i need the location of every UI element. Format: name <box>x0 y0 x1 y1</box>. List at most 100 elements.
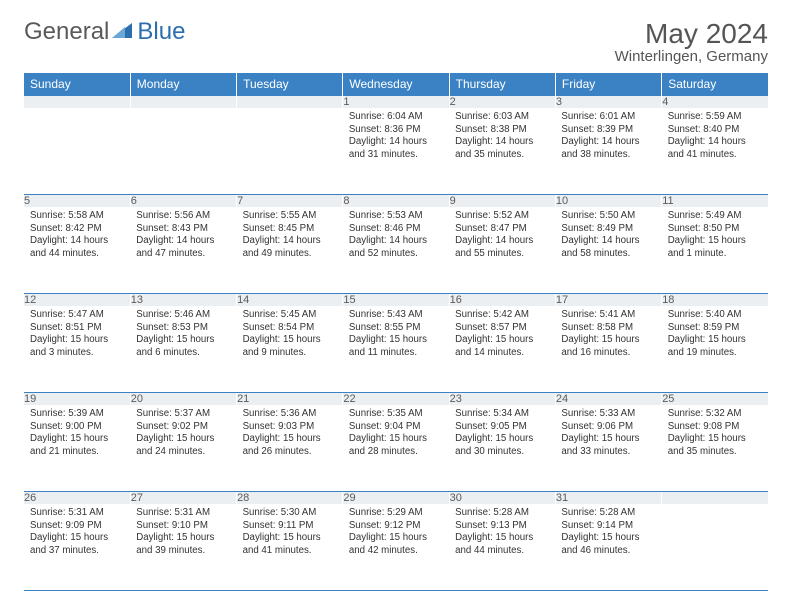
detail-line: Sunset: 9:13 PM <box>455 520 549 533</box>
week-row: Sunrise: 5:39 AMSunset: 9:00 PMDaylight:… <box>24 405 768 492</box>
detail-line: Sunrise: 5:50 AM <box>561 210 655 223</box>
day-header: Monday <box>130 73 236 96</box>
detail-line: Daylight: 15 hours <box>349 532 443 545</box>
detail-line: Daylight: 14 hours <box>30 235 124 248</box>
day-number: 1 <box>343 96 449 109</box>
day-details: Sunrise: 5:34 AMSunset: 9:05 PMDaylight:… <box>449 405 555 462</box>
detail-line: and 9 minutes. <box>243 347 337 360</box>
detail-line: and 35 minutes. <box>668 446 762 459</box>
detail-line: Daylight: 15 hours <box>136 433 230 446</box>
day-details: Sunrise: 5:36 AMSunset: 9:03 PMDaylight:… <box>237 405 343 462</box>
day-cell: Sunrise: 5:45 AMSunset: 8:54 PMDaylight:… <box>237 306 343 393</box>
day-number <box>662 492 768 505</box>
day-cell: Sunrise: 5:28 AMSunset: 9:14 PMDaylight:… <box>555 504 661 591</box>
day-details: Sunrise: 6:01 AMSunset: 8:39 PMDaylight:… <box>555 108 661 165</box>
day-details: Sunrise: 5:55 AMSunset: 8:45 PMDaylight:… <box>237 207 343 264</box>
detail-line: and 41 minutes. <box>243 545 337 558</box>
day-details <box>662 504 768 511</box>
day-number: 30 <box>449 492 555 505</box>
detail-line: Sunset: 8:57 PM <box>455 322 549 335</box>
detail-line: Sunset: 9:09 PM <box>30 520 124 533</box>
detail-line: and 39 minutes. <box>136 545 230 558</box>
week-row: Sunrise: 5:31 AMSunset: 9:09 PM Daylight:… <box>24 504 768 591</box>
day-details: Sunrise: 5:37 AMSunset: 9:02 PMDaylight:… <box>130 405 236 462</box>
detail-line: Sunset: 9:05 PM <box>455 421 549 434</box>
calendar-page: General Blue May 2024 Winterlingen, Germ… <box>0 0 792 609</box>
detail-line: and 46 minutes. <box>561 545 655 558</box>
day-header: Tuesday <box>237 73 343 96</box>
day-number: 17 <box>555 294 661 307</box>
detail-line: Sunset: 8:59 PM <box>668 322 762 335</box>
detail-line: Daylight: 15 hours <box>136 334 230 347</box>
day-details: Sunrise: 5:49 AMSunset: 8:50 PMDaylight:… <box>662 207 768 264</box>
day-cell: Sunrise: 6:01 AMSunset: 8:39 PMDaylight:… <box>555 108 661 195</box>
day-cell: Sunrise: 5:28 AMSunset: 9:13 PMDaylight:… <box>449 504 555 591</box>
day-number <box>24 96 130 109</box>
day-details: Sunrise: 5:41 AMSunset: 8:58 PMDaylight:… <box>555 306 661 363</box>
location-label: Winterlingen, Germany <box>615 48 768 65</box>
detail-line: and 14 minutes. <box>455 347 549 360</box>
day-number: 28 <box>237 492 343 505</box>
day-details: Sunrise: 5:30 AMSunset: 9:11 PMDaylight:… <box>237 504 343 561</box>
month-title: May 2024 <box>615 18 768 50</box>
detail-line: Sunset: 8:43 PM <box>136 223 230 236</box>
day-details: Sunrise: 5:29 AMSunset: 9:12 PMDaylight:… <box>343 504 449 561</box>
detail-line: Daylight: 15 hours <box>349 433 443 446</box>
day-cell: Sunrise: 5:31 AMSunset: 9:10 PMDaylight:… <box>130 504 236 591</box>
day-number: 16 <box>449 294 555 307</box>
detail-line: Sunset: 9:12 PM <box>349 520 443 533</box>
detail-line: Sunset: 8:45 PM <box>243 223 337 236</box>
detail-line: Sunrise: 5:46 AM <box>136 309 230 322</box>
detail-line: and 24 minutes. <box>136 446 230 459</box>
day-number: 24 <box>555 393 661 406</box>
day-number: 8 <box>343 195 449 208</box>
day-cell: Sunrise: 5:37 AMSunset: 9:02 PMDaylight:… <box>130 405 236 492</box>
header: General Blue May 2024 Winterlingen, Germ… <box>24 18 768 65</box>
detail-line: Sunset: 8:50 PM <box>668 223 762 236</box>
day-number: 10 <box>555 195 661 208</box>
day-cell: Sunrise: 5:49 AMSunset: 8:50 PMDaylight:… <box>662 207 768 294</box>
detail-line: Daylight: 15 hours <box>455 334 549 347</box>
day-cell <box>24 108 130 195</box>
day-number: 9 <box>449 195 555 208</box>
detail-line: Sunset: 8:49 PM <box>561 223 655 236</box>
day-details: Sunrise: 5:53 AMSunset: 8:46 PMDaylight:… <box>343 207 449 264</box>
day-details: Sunrise: 6:03 AMSunset: 8:38 PMDaylight:… <box>449 108 555 165</box>
day-cell: Sunrise: 5:42 AMSunset: 8:57 PMDaylight:… <box>449 306 555 393</box>
detail-line: Sunset: 8:55 PM <box>349 322 443 335</box>
day-details: Sunrise: 5:45 AMSunset: 8:54 PMDaylight:… <box>237 306 343 363</box>
detail-line: Sunset: 8:46 PM <box>349 223 443 236</box>
detail-line: Sunrise: 5:53 AM <box>349 210 443 223</box>
day-cell: Sunrise: 5:50 AMSunset: 8:49 PMDaylight:… <box>555 207 661 294</box>
detail-line: Sunrise: 5:28 AM <box>455 507 549 520</box>
detail-line: and 26 minutes. <box>243 446 337 459</box>
detail-line: and 42 minutes. <box>349 545 443 558</box>
detail-line: Sunrise: 5:31 AM <box>30 507 124 520</box>
day-cell: Sunrise: 5:30 AMSunset: 9:11 PMDaylight:… <box>237 504 343 591</box>
day-cell: Sunrise: 5:32 AMSunset: 9:08 PMDaylight:… <box>662 405 768 492</box>
detail-line: Sunrise: 5:40 AM <box>668 309 762 322</box>
day-number: 13 <box>130 294 236 307</box>
day-details: Sunrise: 5:31 AMSunset: 9:09 PMDaylight:… <box>24 504 130 561</box>
detail-line: Daylight: 14 hours <box>668 136 762 149</box>
week-row: Sunrise: 6:04 AMSunset: 8:36 PMDaylight:… <box>24 108 768 195</box>
detail-line: Daylight: 15 hours <box>349 334 443 347</box>
day-cell: Sunrise: 5:41 AMSunset: 8:58 PMDaylight:… <box>555 306 661 393</box>
week-row: Sunrise: 5:47 AMSunset: 8:51 PMDaylight:… <box>24 306 768 393</box>
daynum-row: 1234 <box>24 96 768 109</box>
day-details: Sunrise: 5:58 AMSunset: 8:42 PMDaylight:… <box>24 207 130 264</box>
day-number: 7 <box>237 195 343 208</box>
detail-line: Sunset: 8:51 PM <box>30 322 124 335</box>
calendar-head: SundayMondayTuesdayWednesdayThursdayFrid… <box>24 73 768 96</box>
detail-line: Sunrise: 5:56 AM <box>136 210 230 223</box>
day-details <box>237 108 343 115</box>
day-cell: Sunrise: 5:53 AMSunset: 8:46 PMDaylight:… <box>343 207 449 294</box>
day-number: 6 <box>130 195 236 208</box>
detail-line: Sunrise: 5:55 AM <box>243 210 337 223</box>
day-header: Wednesday <box>343 73 449 96</box>
detail-line: Sunset: 9:06 PM <box>561 421 655 434</box>
detail-line: and 30 minutes. <box>455 446 549 459</box>
day-cell: Sunrise: 5:55 AMSunset: 8:45 PMDaylight:… <box>237 207 343 294</box>
day-details: Sunrise: 5:40 AMSunset: 8:59 PMDaylight:… <box>662 306 768 363</box>
detail-line: Daylight: 14 hours <box>243 235 337 248</box>
